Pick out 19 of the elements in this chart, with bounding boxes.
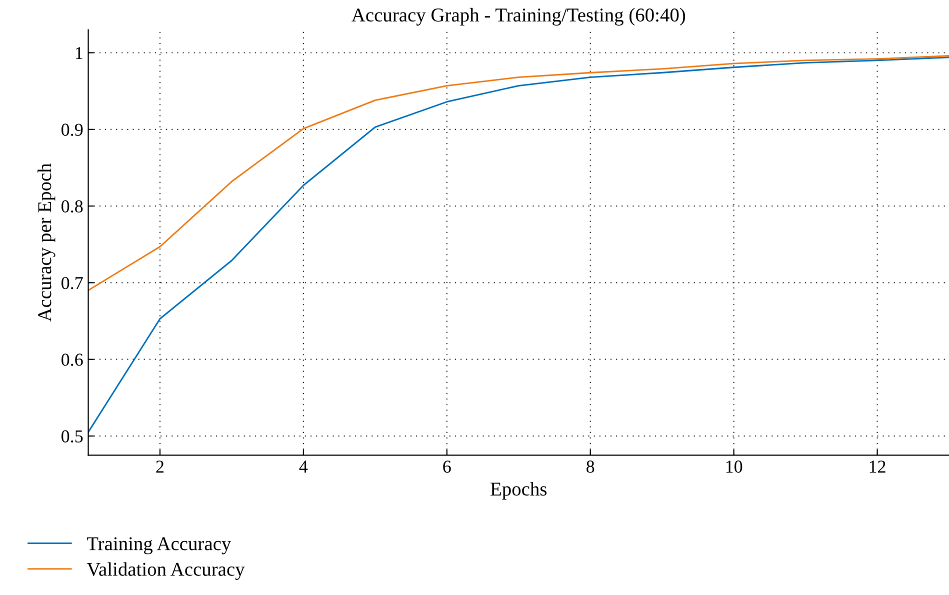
y-axis-title: Accuracy per Epoch: [38, 163, 56, 322]
x-tick-label: 10: [726, 460, 742, 473]
y-tick-label: 0.8: [62, 200, 83, 213]
x-tick-label: 12: [870, 460, 886, 473]
y-tick-label: 0.6: [62, 354, 83, 366]
y-tick-label: 0.9: [62, 124, 83, 136]
legend-label: Validation Accuracy: [86, 562, 245, 580]
line-series: [88, 55, 949, 292]
legend-label: Training Accuracy: [86, 537, 232, 554]
line-series: [88, 56, 949, 433]
x-tick-label: 4: [299, 460, 308, 473]
x-tick-label: 2: [156, 460, 164, 473]
y-tick-label: 1: [76, 47, 82, 60]
chart-title: Accuracy Graph - Training/Testing (60:40): [352, 8, 686, 26]
x-axis-title: Epochs: [490, 482, 547, 500]
y-tick-label: 0.5: [62, 430, 83, 443]
x-tick-label: 8: [586, 460, 594, 473]
y-tick-label: 0.7: [62, 276, 83, 290]
x-tick-label: 6: [443, 460, 451, 473]
